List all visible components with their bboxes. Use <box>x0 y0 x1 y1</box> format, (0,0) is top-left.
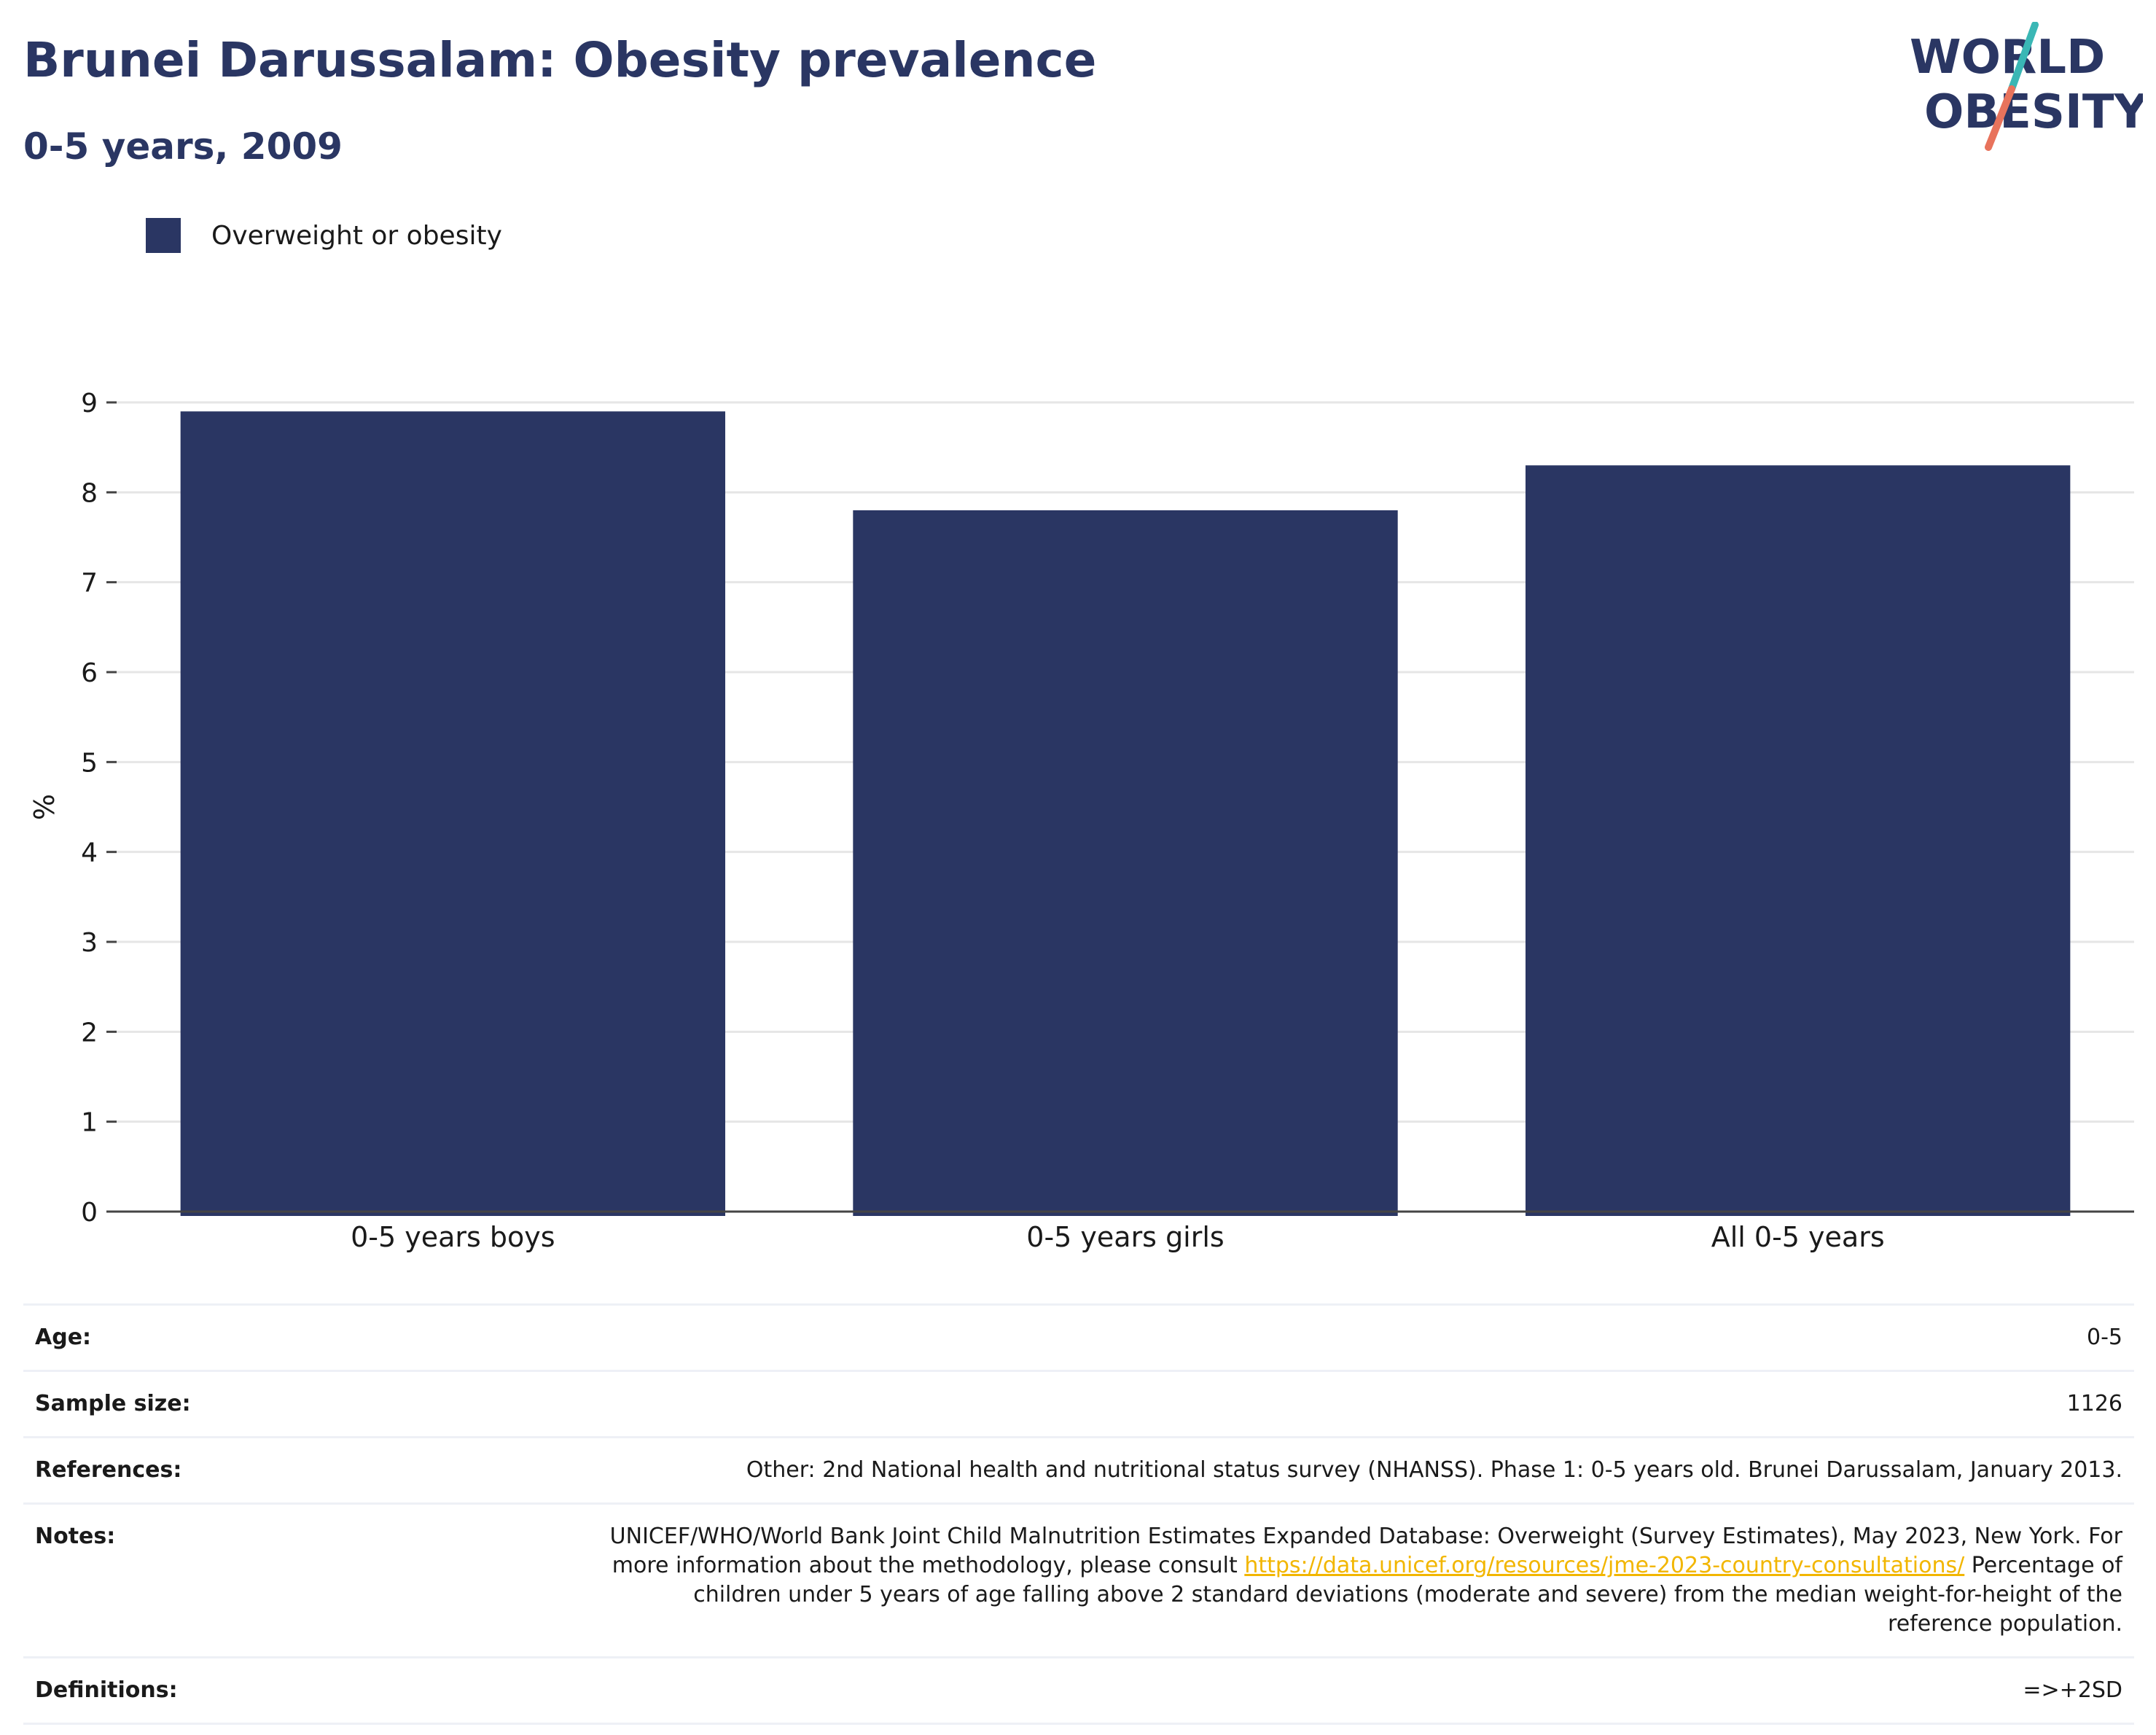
info-row-notes: Notes: UNICEF/WHO/World Bank Joint Child… <box>23 1502 2134 1656</box>
sample-size-label: Sample size: <box>35 1391 191 1416</box>
sample-size-value: 1126 <box>2066 1391 2122 1416</box>
y-tick-label: 8 <box>81 478 98 508</box>
definitions-value: =>+2SD <box>2023 1677 2122 1703</box>
notes-text-before: UNICEF/WHO/World Bank Joint Child Malnut… <box>609 1524 2122 1578</box>
info-table: Age: 0-5 Sample size: 1126 References: O… <box>23 1303 2134 1725</box>
bar-chart: 0 1 2 3 4 5 6 7 8 9% 0-5 years boys 0-5 years girls… <box>28 389 2134 1253</box>
y-tick-label: 2 <box>81 1018 98 1048</box>
x-tick-label: All 0-5 years <box>1711 1221 1885 1253</box>
y-tick-label: 4 <box>81 838 98 868</box>
page-subtitle: 0-5 years, 2009 <box>23 125 343 168</box>
definitions-label: Definitions: <box>35 1677 178 1703</box>
notes-text-after: Percentage of children under 5 years of … <box>693 1553 2122 1637</box>
logo-slash-bottom <box>1985 85 2015 151</box>
info-row-age: Age: 0-5 <box>23 1303 2134 1370</box>
y-tick-label: 6 <box>81 658 98 688</box>
x-tick-label: 0-5 years boys <box>351 1221 555 1253</box>
info-row-definitions: Definitions: =>+2SD <box>23 1656 2134 1725</box>
bar <box>180 411 726 1217</box>
logo-line2: OBESITY <box>1924 85 2143 139</box>
notes-value: UNICEF/WHO/World Bank Joint Child Malnut… <box>606 1522 2122 1639</box>
bar <box>853 510 1398 1216</box>
logo-slash-top <box>2008 22 2039 93</box>
references-value: Other: 2nd National health and nutrition… <box>746 1457 2122 1483</box>
legend-label: Overweight or obesity <box>211 220 502 251</box>
age-value: 0-5 <box>2087 1325 2122 1350</box>
legend[interactable]: Overweight or obesity <box>146 217 502 254</box>
logo-line1: WORLD <box>1910 31 2105 85</box>
legend-swatch <box>146 218 181 253</box>
notes-label: Notes: <box>35 1524 116 1549</box>
info-row-references: References: Other: 2nd National health a… <box>23 1436 2134 1502</box>
y-tick-label: 3 <box>81 928 98 958</box>
info-row-sample-size: Sample size: 1126 <box>23 1370 2134 1436</box>
notes-link[interactable]: https://data.unicef.org/resources/jme-20… <box>1244 1553 1965 1578</box>
y-tick-label: 5 <box>81 748 98 778</box>
world-obesity-logo: WORLD OBESITY <box>1910 22 2143 151</box>
y-axis-label: % <box>28 794 60 820</box>
x-tick-label: 0-5 years girls <box>1026 1221 1224 1253</box>
y-tick-label: 1 <box>81 1108 98 1138</box>
y-tick-label: 9 <box>81 389 98 418</box>
bar <box>1525 465 2071 1217</box>
references-label: References: <box>35 1457 182 1483</box>
page-title: Brunei Darussalam: Obesity prevalence <box>23 32 1097 88</box>
age-label: Age: <box>35 1325 92 1350</box>
y-tick-label: 7 <box>81 569 98 599</box>
y-tick-label: 0 <box>81 1198 98 1228</box>
